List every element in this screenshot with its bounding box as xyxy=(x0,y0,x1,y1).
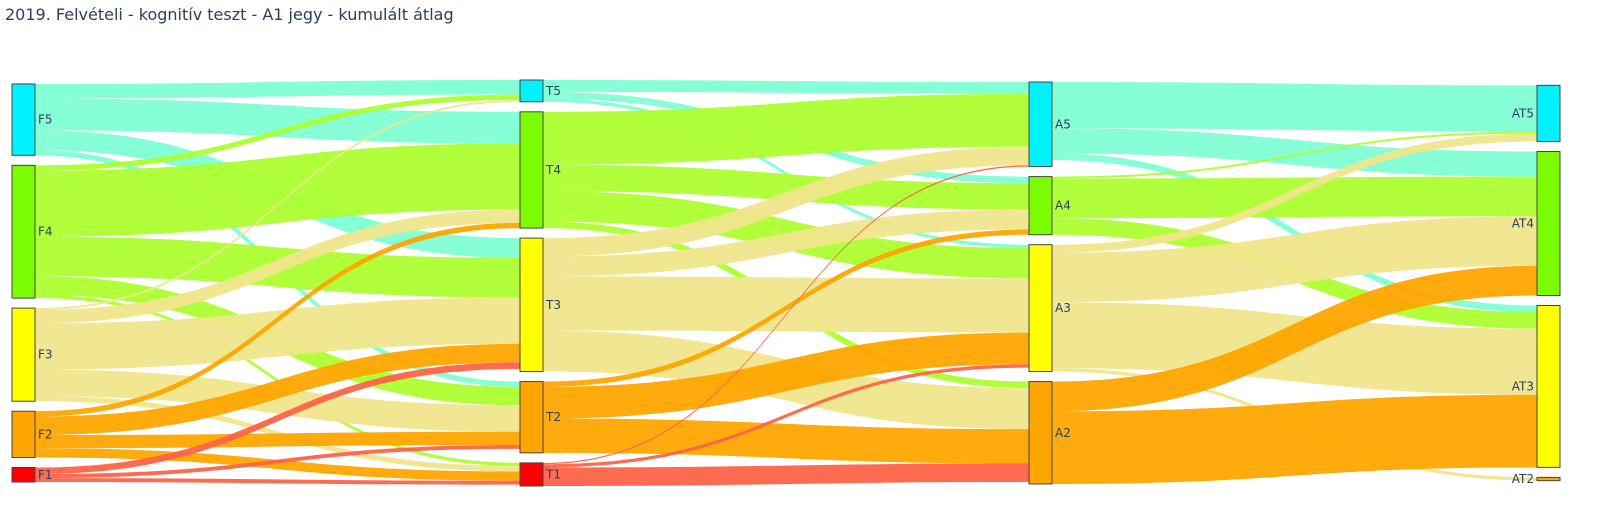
link-F3-T3[interactable] xyxy=(35,297,520,370)
node-label-F2: F2 xyxy=(38,427,53,441)
link-A2-AT3[interactable] xyxy=(1052,394,1537,484)
node-T3[interactable] xyxy=(519,237,544,373)
node-F3[interactable] xyxy=(11,307,36,402)
link-F3-T5[interactable] xyxy=(35,99,520,311)
nodes-layer: F5 F4 F3 F2 F1 T5 T4 T3 T2 T1 A5 A4 A3 A2 AT5 AT4 AT3 AT2 xyxy=(11,79,1561,487)
link-T1-A5[interactable] xyxy=(543,165,1029,465)
node-A5[interactable] xyxy=(1028,81,1053,168)
node-A3[interactable] xyxy=(1028,244,1053,373)
link-F2-T3[interactable] xyxy=(35,343,520,436)
node-label-A4: A4 xyxy=(1055,199,1071,213)
link-F4-T4[interactable] xyxy=(35,143,520,237)
node-A4[interactable] xyxy=(1028,176,1053,236)
node-label-T3: T3 xyxy=(545,298,561,312)
link-A3-AT5[interactable] xyxy=(1052,133,1537,253)
node-F1[interactable] xyxy=(11,467,36,483)
node-A2[interactable] xyxy=(1028,381,1053,485)
node-T4[interactable] xyxy=(519,111,544,229)
link-A4-AT5[interactable] xyxy=(1052,131,1537,179)
node-label-T5: T5 xyxy=(545,84,561,98)
link-T4-A4[interactable] xyxy=(543,164,1029,210)
node-label-AT3: AT3 xyxy=(1512,379,1534,393)
node-AT3[interactable] xyxy=(1536,305,1561,468)
link-F3-T2[interactable] xyxy=(35,369,520,432)
node-F2[interactable] xyxy=(11,410,36,459)
link-A5-AT4[interactable] xyxy=(1052,128,1537,177)
node-label-T4: T4 xyxy=(545,163,561,177)
link-F1-T1[interactable] xyxy=(35,478,520,485)
link-F1-T2[interactable] xyxy=(35,444,520,479)
link-T3-A4[interactable] xyxy=(543,209,1029,277)
link-A5-AT5[interactable] xyxy=(1052,82,1537,132)
node-label-AT5: AT5 xyxy=(1512,106,1534,120)
link-A3-AT4[interactable] xyxy=(1052,216,1537,303)
node-label-F4: F4 xyxy=(38,225,53,239)
link-F5-T5[interactable] xyxy=(35,80,520,99)
node-label-F3: F3 xyxy=(38,348,53,362)
node-label-A5: A5 xyxy=(1055,117,1071,131)
node-label-AT4: AT4 xyxy=(1512,216,1534,230)
node-label-T2: T2 xyxy=(545,410,561,424)
link-T2-A3[interactable] xyxy=(543,332,1029,419)
node-label-T1: T1 xyxy=(545,467,561,481)
link-A5-AT3[interactable] xyxy=(1052,153,1537,313)
node-label-A2: A2 xyxy=(1055,426,1071,440)
node-T5[interactable] xyxy=(519,79,544,103)
node-T2[interactable] xyxy=(519,381,544,454)
link-T3-A3[interactable] xyxy=(543,276,1029,333)
link-T1-A2[interactable] xyxy=(543,463,1029,486)
link-F2-T2[interactable] xyxy=(35,431,520,449)
link-F5-T4[interactable] xyxy=(35,98,520,144)
link-T5-A5[interactable] xyxy=(543,80,1029,94)
link-T2-A2[interactable] xyxy=(543,418,1029,464)
node-AT4[interactable] xyxy=(1536,150,1561,297)
link-A2-AT4[interactable] xyxy=(1052,265,1537,412)
node-F4[interactable] xyxy=(11,164,36,299)
link-F3-T4[interactable] xyxy=(35,209,520,324)
link-T3-A5[interactable] xyxy=(543,146,1029,257)
links-layer xyxy=(35,80,1537,486)
link-T5-A3[interactable] xyxy=(543,98,1029,249)
link-T1-A3[interactable] xyxy=(543,364,1029,468)
link-F2-T4[interactable] xyxy=(35,222,520,417)
node-label-F5: F5 xyxy=(38,113,53,127)
link-F4-T5[interactable] xyxy=(35,94,520,171)
link-T4-A5[interactable] xyxy=(543,93,1029,165)
node-label-A3: A3 xyxy=(1055,301,1071,315)
node-label-AT2: AT2 xyxy=(1512,472,1534,486)
link-A4-AT4[interactable] xyxy=(1052,176,1537,219)
link-T2-A4[interactable] xyxy=(543,229,1029,387)
node-F5[interactable] xyxy=(11,83,36,156)
node-label-F1: F1 xyxy=(38,468,53,482)
link-F1-T3[interactable] xyxy=(35,362,520,475)
node-T1[interactable] xyxy=(519,462,544,487)
chart-title: 2019. Felvételi - kognitív teszt - A1 je… xyxy=(5,5,454,24)
node-AT5[interactable] xyxy=(1536,84,1561,142)
node-AT2[interactable] xyxy=(1536,476,1561,482)
